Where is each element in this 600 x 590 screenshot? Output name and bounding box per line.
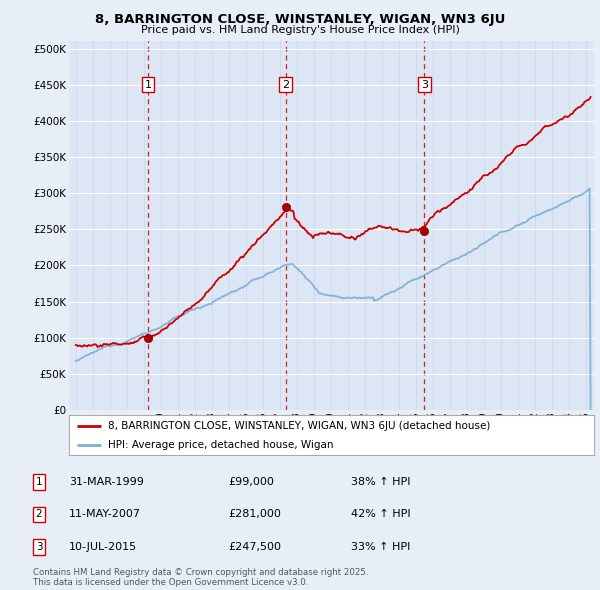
Text: HPI: Average price, detached house, Wigan: HPI: Average price, detached house, Wiga… — [109, 440, 334, 450]
Text: 3: 3 — [35, 542, 43, 552]
Text: 1: 1 — [35, 477, 43, 487]
Text: Contains HM Land Registry data © Crown copyright and database right 2025.
This d: Contains HM Land Registry data © Crown c… — [33, 568, 368, 587]
Text: 1: 1 — [145, 80, 151, 90]
Text: 42% ↑ HPI: 42% ↑ HPI — [351, 510, 410, 519]
Text: 3: 3 — [421, 80, 428, 90]
Text: 8, BARRINGTON CLOSE, WINSTANLEY, WIGAN, WN3 6JU (detached house): 8, BARRINGTON CLOSE, WINSTANLEY, WIGAN, … — [109, 421, 491, 431]
Text: 38% ↑ HPI: 38% ↑ HPI — [351, 477, 410, 487]
Text: 33% ↑ HPI: 33% ↑ HPI — [351, 542, 410, 552]
Text: 2: 2 — [35, 510, 43, 519]
Text: 11-MAY-2007: 11-MAY-2007 — [69, 510, 141, 519]
Text: 31-MAR-1999: 31-MAR-1999 — [69, 477, 144, 487]
Text: 10-JUL-2015: 10-JUL-2015 — [69, 542, 137, 552]
Text: £99,000: £99,000 — [228, 477, 274, 487]
Text: Price paid vs. HM Land Registry's House Price Index (HPI): Price paid vs. HM Land Registry's House … — [140, 25, 460, 35]
Text: 2: 2 — [282, 80, 289, 90]
Text: £281,000: £281,000 — [228, 510, 281, 519]
Text: 8, BARRINGTON CLOSE, WINSTANLEY, WIGAN, WN3 6JU: 8, BARRINGTON CLOSE, WINSTANLEY, WIGAN, … — [95, 13, 505, 26]
Text: £247,500: £247,500 — [228, 542, 281, 552]
